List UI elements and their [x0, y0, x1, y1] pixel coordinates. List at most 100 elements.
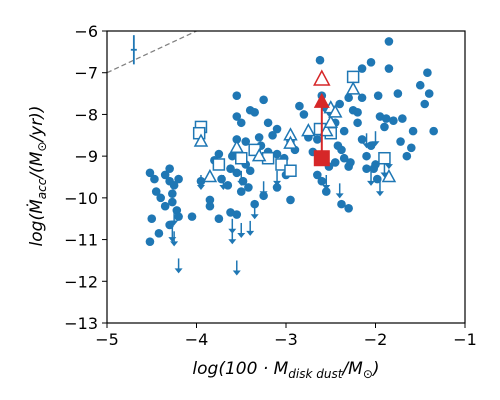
open-triangle-point [323, 114, 339, 129]
detection-point [232, 91, 242, 100]
detection-point [362, 164, 371, 173]
open-triangle-point [327, 104, 343, 118]
detection-point [272, 124, 282, 134]
reference-line [107, 31, 199, 74]
y-tick-label: −12 [64, 272, 98, 291]
upper-limit-arrowhead [375, 191, 384, 197]
detection-point [169, 181, 179, 190]
detection-point [223, 181, 233, 190]
detection-point [408, 126, 418, 136]
open-triangle-point [193, 133, 209, 147]
open-triangle-point [251, 148, 267, 162]
upper-limit-arrowhead [232, 270, 241, 276]
detection-point [272, 149, 282, 159]
highlight-open-triangle [313, 69, 331, 86]
detection-point [160, 201, 170, 211]
detection-point [424, 89, 434, 98]
detection-point [330, 158, 340, 167]
typical-error-bar [130, 35, 137, 65]
x-tick-label: −3 [274, 330, 298, 349]
y-axis-label-sun: ⊙ [35, 142, 49, 152]
detection-point [165, 164, 174, 173]
detection-point [313, 170, 322, 180]
detection-point [315, 55, 325, 65]
detection-point [214, 214, 224, 224]
detection-point [156, 193, 165, 203]
detection-point [263, 118, 273, 128]
detection-point [373, 91, 383, 100]
detection-point [187, 212, 197, 221]
detection-point [313, 135, 322, 144]
detection-point [160, 170, 170, 180]
detection-point [205, 201, 215, 211]
detection-point [337, 145, 346, 155]
detection-point [150, 174, 159, 184]
open-triangle-point [202, 168, 218, 183]
open-triangle-point [381, 168, 397, 183]
detection-point [321, 187, 331, 196]
detection-point [145, 237, 155, 246]
open-square-point [378, 151, 391, 165]
detection-point [380, 122, 389, 132]
detection-point [339, 126, 349, 136]
open-triangle-point [229, 139, 245, 154]
upper-limit-arrowhead [246, 230, 255, 236]
detection-point [147, 214, 157, 224]
open-triangle-point [319, 123, 334, 137]
highlight-filled-triangle [313, 92, 330, 108]
detection-point [429, 126, 438, 136]
y-axis-label-part2: /(M [27, 151, 47, 180]
detection-point [245, 166, 255, 176]
detection-point [205, 195, 215, 205]
detection-point [214, 149, 224, 159]
detection-point [357, 64, 367, 73]
reference-line [107, 31, 109, 32]
detection-point [250, 199, 259, 209]
upper-limit-arrowhead [384, 164, 393, 170]
open-triangle-point [345, 81, 361, 95]
detection-point [339, 153, 349, 163]
detection-point [217, 174, 226, 184]
detection-point [357, 135, 367, 144]
detection-point [174, 212, 183, 221]
detection-point [236, 118, 246, 128]
detection-point [151, 187, 161, 196]
detection-point [423, 68, 432, 78]
highlight-square [313, 150, 330, 167]
detection-point [145, 168, 155, 178]
detection-point [259, 95, 268, 105]
y-axis-label-part1: log(Ṁ [26, 199, 47, 247]
detection-point [154, 229, 164, 238]
upper-limit-arrowhead [228, 239, 237, 245]
detection-point [286, 195, 295, 205]
y-tick-label: −13 [64, 314, 98, 333]
x-axis-label-part1: log(100 · M [192, 359, 288, 379]
upper-limit-arrowhead [237, 232, 246, 238]
y-axis-ticks: −13 −12 −11 −10 −9 −8 −7 −6 [64, 22, 107, 333]
detection-point [196, 176, 206, 186]
reference-lines [107, 31, 199, 74]
detection-point [335, 99, 345, 109]
detection-point [174, 174, 183, 184]
detection-point [250, 108, 259, 117]
x-axis-label: log(100 · Mdisk dust/M⊙) [192, 359, 379, 381]
detection-point [241, 137, 251, 146]
detection-point [396, 137, 405, 146]
detection-point [165, 220, 174, 230]
upper-limit-arrowhead [174, 268, 183, 274]
detection-point [389, 116, 398, 125]
open-triangle-point [283, 135, 298, 149]
detection-point [353, 108, 362, 117]
detection-point [232, 112, 242, 121]
upper-limit-arrowhead [250, 214, 259, 220]
detection-point [299, 110, 309, 119]
detection-point [317, 176, 327, 186]
detection-point [238, 176, 248, 186]
y-tick-label: −8 [74, 105, 98, 124]
open-square-point [235, 151, 248, 165]
detection-point [254, 133, 264, 142]
detection-point [168, 189, 177, 198]
open-triangle-point [301, 123, 316, 137]
x-axis-label-part2: /M [340, 359, 363, 379]
detection-point [372, 174, 382, 184]
